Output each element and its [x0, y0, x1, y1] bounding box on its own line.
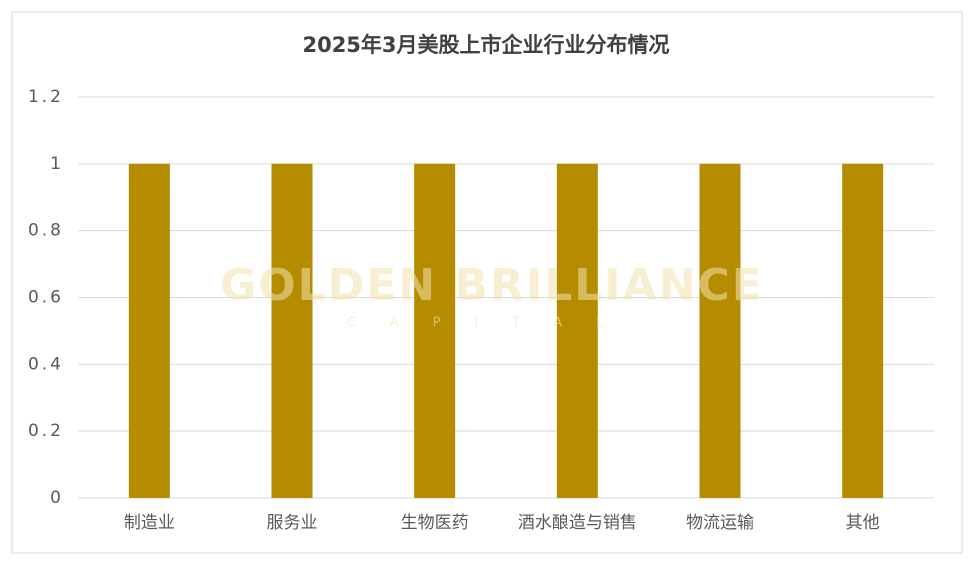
x-tick-label: 生物医药 [401, 513, 469, 533]
watermark-subtitle: CAPITAL [347, 316, 638, 331]
x-tick-label: 制造业 [124, 513, 175, 533]
x-tick-label: 酒水酿造与销售 [518, 513, 637, 533]
bar [842, 163, 884, 499]
y-tick-label: 0.4 [28, 354, 64, 374]
x-tick-label: 其他 [846, 513, 880, 533]
chart-frame [11, 11, 963, 554]
watermark: GOLDEN BRILLIANCE [220, 260, 764, 311]
x-tick-label: 物流运输 [686, 513, 754, 533]
y-tick-label: 0 [50, 488, 64, 508]
x-tick-label: 服务业 [267, 513, 318, 533]
bar [271, 163, 313, 499]
y-tick-label: 0.2 [28, 421, 64, 441]
y-tick-label: 0.6 [28, 288, 64, 308]
y-tick-label: 1.2 [28, 87, 64, 107]
bar [699, 163, 741, 499]
bar [556, 163, 598, 499]
bar [128, 163, 170, 499]
y-tick-label: 0.8 [28, 221, 64, 241]
chart-title: 2025年3月美股上市企业行业分布情况 [302, 33, 669, 57]
bar [414, 163, 456, 499]
y-tick-label: 1 [50, 154, 64, 174]
